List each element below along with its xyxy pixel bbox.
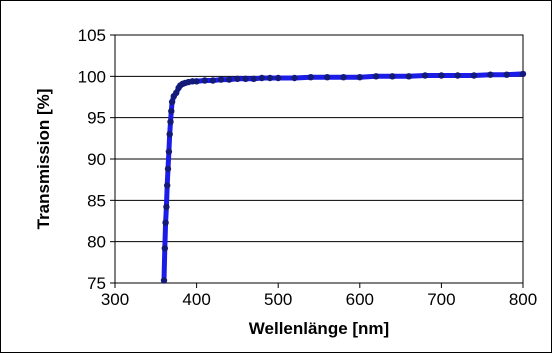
data-point xyxy=(519,70,527,78)
data-point xyxy=(226,76,233,83)
y-tick-label: 95 xyxy=(87,109,106,128)
data-point xyxy=(503,71,510,78)
y-tick-label: 90 xyxy=(87,150,106,169)
x-tick-label: 400 xyxy=(182,290,210,309)
y-tick-label: 80 xyxy=(87,233,106,252)
x-tick-label: 700 xyxy=(427,290,455,309)
data-point xyxy=(242,75,249,83)
data-point xyxy=(167,118,174,126)
x-tick-label: 600 xyxy=(346,290,374,309)
y-tick-label: 100 xyxy=(78,67,106,86)
data-point xyxy=(250,75,257,83)
data-point xyxy=(405,73,412,80)
data-point xyxy=(209,77,217,84)
data-point xyxy=(421,72,429,79)
data-point xyxy=(201,77,208,84)
series-group xyxy=(160,70,527,284)
data-point xyxy=(340,74,347,81)
data-point xyxy=(168,107,175,115)
data-point xyxy=(163,203,170,211)
data-point xyxy=(193,78,200,85)
gridlines xyxy=(115,75,523,243)
x-tick-labels: 300 400 500 600 700 800 xyxy=(101,283,537,309)
data-point xyxy=(164,165,172,173)
data-point xyxy=(470,72,478,79)
data-point xyxy=(161,245,168,252)
data-point xyxy=(291,74,298,82)
data-point xyxy=(324,74,331,81)
y-tick-label: 105 xyxy=(78,26,106,45)
data-point xyxy=(258,74,266,82)
x-tick-label: 800 xyxy=(509,290,537,309)
series-line xyxy=(161,71,526,283)
y-tick-label: 85 xyxy=(87,191,106,210)
data-point xyxy=(234,75,241,83)
data-point xyxy=(307,74,314,81)
x-tick-label: 300 xyxy=(101,290,129,309)
data-point xyxy=(164,182,171,189)
data-point xyxy=(487,71,494,78)
data-point xyxy=(173,89,180,97)
y-axis-title: Transmission [%] xyxy=(34,89,53,230)
data-point xyxy=(217,76,225,83)
data-point xyxy=(372,73,380,80)
data-point xyxy=(165,148,173,155)
y-tick-labels: 75 80 85 90 95 100 105 xyxy=(78,26,115,293)
data-point xyxy=(160,277,168,284)
data-point xyxy=(166,131,173,138)
x-tick-label: 500 xyxy=(264,290,292,309)
data-point xyxy=(438,72,445,79)
data-point xyxy=(275,74,282,82)
data-point xyxy=(356,74,363,81)
data-point xyxy=(389,73,396,80)
x-axis-title: Wellenlänge [nm] xyxy=(249,319,389,338)
data-point xyxy=(162,219,169,226)
y-tick-label: 75 xyxy=(87,274,106,293)
data-point xyxy=(168,98,176,106)
data-point xyxy=(266,74,274,82)
data-point xyxy=(454,72,461,79)
